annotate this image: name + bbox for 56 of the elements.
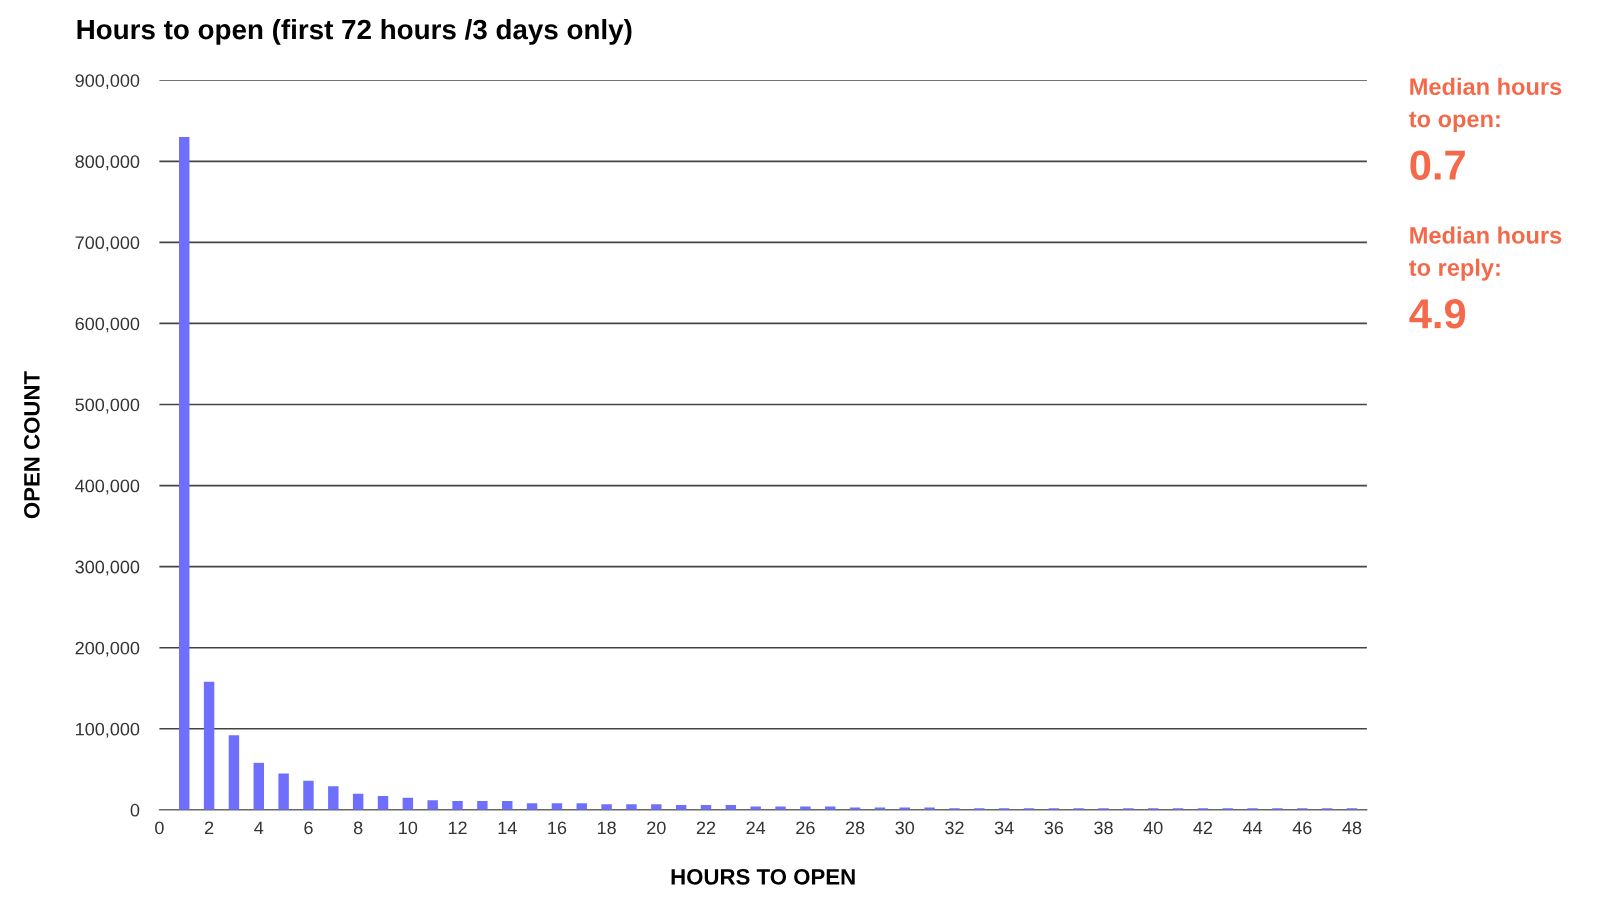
x-tick-label: 40 bbox=[1143, 821, 1163, 835]
bar bbox=[203, 681, 215, 810]
bar bbox=[427, 800, 438, 810]
x-tick-label: 2 bbox=[204, 821, 214, 835]
x-tick-label: 22 bbox=[696, 821, 716, 835]
x-tick-label: 48 bbox=[1342, 821, 1362, 835]
x-tick-label: 12 bbox=[448, 821, 467, 835]
text: 4.9 bbox=[1409, 299, 1466, 329]
x-tick-label: 8 bbox=[353, 821, 363, 835]
bar bbox=[452, 800, 463, 810]
y-tick-label: 200,000 bbox=[75, 641, 140, 657]
x-tick-label: 44 bbox=[1242, 821, 1263, 835]
x-tick-label: 18 bbox=[597, 821, 616, 835]
x-tick-label: 16 bbox=[548, 821, 567, 835]
x-tick-label: 38 bbox=[1094, 821, 1113, 835]
text: Median hours to open: bbox=[1409, 77, 1562, 133]
bar bbox=[278, 773, 289, 810]
x-tick-label: 36 bbox=[1044, 821, 1064, 835]
y-tick-label: 0 bbox=[130, 803, 140, 817]
text: 0.7 bbox=[1410, 150, 1465, 180]
bar bbox=[228, 735, 240, 810]
y-tick-label: 800,000 bbox=[75, 155, 140, 171]
x-tick-label: 30 bbox=[895, 821, 915, 835]
y-tick-label: 600,000 bbox=[75, 317, 140, 333]
x-tick-label: 0 bbox=[155, 821, 164, 835]
chart-title: Hours to open (first 72 hours /3 days only) bbox=[77, 18, 632, 45]
text: Median hours to reply: bbox=[1409, 226, 1562, 281]
x-tick-label: 20 bbox=[647, 821, 666, 835]
bar bbox=[328, 786, 339, 810]
x-tick-label: 42 bbox=[1193, 821, 1213, 835]
x-tick-label: 14 bbox=[498, 821, 517, 835]
x-tick-label: 4 bbox=[254, 821, 264, 835]
y-tick-label: 500,000 bbox=[75, 398, 140, 414]
x-tick-label: 24 bbox=[746, 821, 766, 835]
bar bbox=[253, 762, 264, 810]
x-axis-title: HOURS TO OPEN bbox=[671, 868, 855, 885]
y-tick-label: 700,000 bbox=[75, 236, 140, 252]
y-axis-title: OPEN COUNT bbox=[24, 371, 40, 519]
bar bbox=[626, 804, 637, 810]
x-tick-label: 34 bbox=[994, 821, 1014, 835]
bar bbox=[179, 137, 190, 810]
x-tick-label: 28 bbox=[845, 821, 865, 835]
x-tick-label: 26 bbox=[796, 821, 815, 835]
bar bbox=[377, 796, 389, 810]
x-tick-label: 6 bbox=[304, 821, 313, 835]
x-tick-label: 32 bbox=[945, 821, 964, 835]
x-tick-label: 10 bbox=[399, 821, 418, 835]
bar bbox=[303, 780, 314, 810]
bar bbox=[477, 800, 488, 810]
y-tick-label: 900,000 bbox=[75, 74, 140, 90]
bar bbox=[601, 804, 612, 810]
bar bbox=[651, 804, 662, 810]
x-tick-label: 46 bbox=[1292, 821, 1312, 835]
y-tick-label: 100,000 bbox=[76, 722, 140, 738]
y-tick-label: 400,000 bbox=[75, 479, 140, 495]
y-tick-label: 300,000 bbox=[75, 560, 140, 576]
